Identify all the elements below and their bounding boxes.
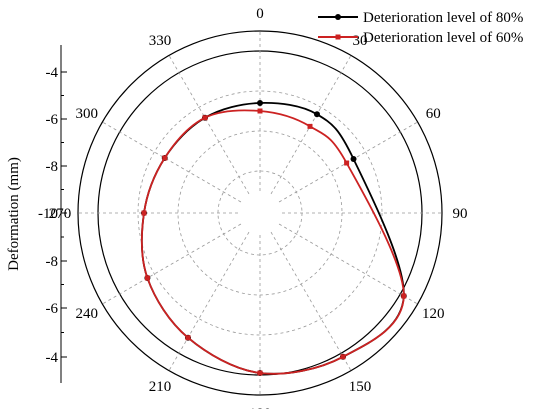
data-point xyxy=(185,335,191,341)
data-point xyxy=(162,155,168,161)
angle-tick-label: 60 xyxy=(426,106,441,122)
data-point xyxy=(257,100,263,106)
data-point xyxy=(401,293,407,299)
data-point xyxy=(340,354,346,360)
series-line xyxy=(140,102,405,375)
radial-tick-label: -6 xyxy=(46,301,59,317)
angle-tick-label: 150 xyxy=(349,379,372,395)
grid-spoke xyxy=(270,231,352,371)
data-point xyxy=(257,370,263,376)
radial-tick-label: -6 xyxy=(46,112,59,128)
angle-tick-label: 90 xyxy=(453,206,468,222)
data-point xyxy=(257,108,263,114)
y-axis-label: Deformation (mm) xyxy=(6,157,22,271)
legend-marker xyxy=(335,14,341,20)
grid-spoke xyxy=(102,223,242,305)
angle-tick-label: 240 xyxy=(76,306,99,322)
grid-spoke xyxy=(168,231,250,371)
grid-spoke xyxy=(278,223,418,305)
angle-tick-labels: 0306090120150180210240270300330 xyxy=(49,6,468,409)
data-point xyxy=(344,160,350,166)
legend-marker xyxy=(335,34,341,40)
radial-tick-label: -4 xyxy=(46,350,59,366)
angle-tick-label: 300 xyxy=(76,106,99,122)
radial-tick-label: -8 xyxy=(46,254,59,270)
angle-tick-label: 210 xyxy=(149,379,172,395)
angle-tick-label: 120 xyxy=(422,306,445,322)
radial-tick-label: -10 xyxy=(38,206,58,222)
radial-tick-label: -8 xyxy=(46,159,59,175)
legend-label: Deterioration level of 60% xyxy=(363,30,523,46)
angle-tick-label: 330 xyxy=(149,33,172,49)
grid-circle xyxy=(177,130,343,296)
series-layer xyxy=(140,100,407,376)
data-point xyxy=(202,115,208,121)
data-point xyxy=(144,275,150,281)
grid-spoke xyxy=(168,55,250,195)
legend: Deterioration level of 80% Deterioration … xyxy=(318,10,523,46)
angle-tick-label: 0 xyxy=(256,6,264,22)
angle-tick-label: 180 xyxy=(249,406,272,409)
data-point xyxy=(307,123,313,129)
grid-spoke xyxy=(102,121,242,203)
polar-grid xyxy=(77,30,443,396)
data-point xyxy=(314,111,320,118)
data-point xyxy=(350,156,357,162)
data-point xyxy=(141,210,147,216)
radial-axis: -4 -6 -8 -10 -8 -6 -4 xyxy=(38,45,67,383)
legend-label: Deterioration level of 80% xyxy=(363,10,523,26)
outer-circle xyxy=(77,30,443,396)
grid-circle xyxy=(137,90,383,336)
radial-tick-label: -4 xyxy=(46,65,59,81)
angle-tick-label: 270 xyxy=(49,206,72,222)
series-line xyxy=(140,109,405,375)
